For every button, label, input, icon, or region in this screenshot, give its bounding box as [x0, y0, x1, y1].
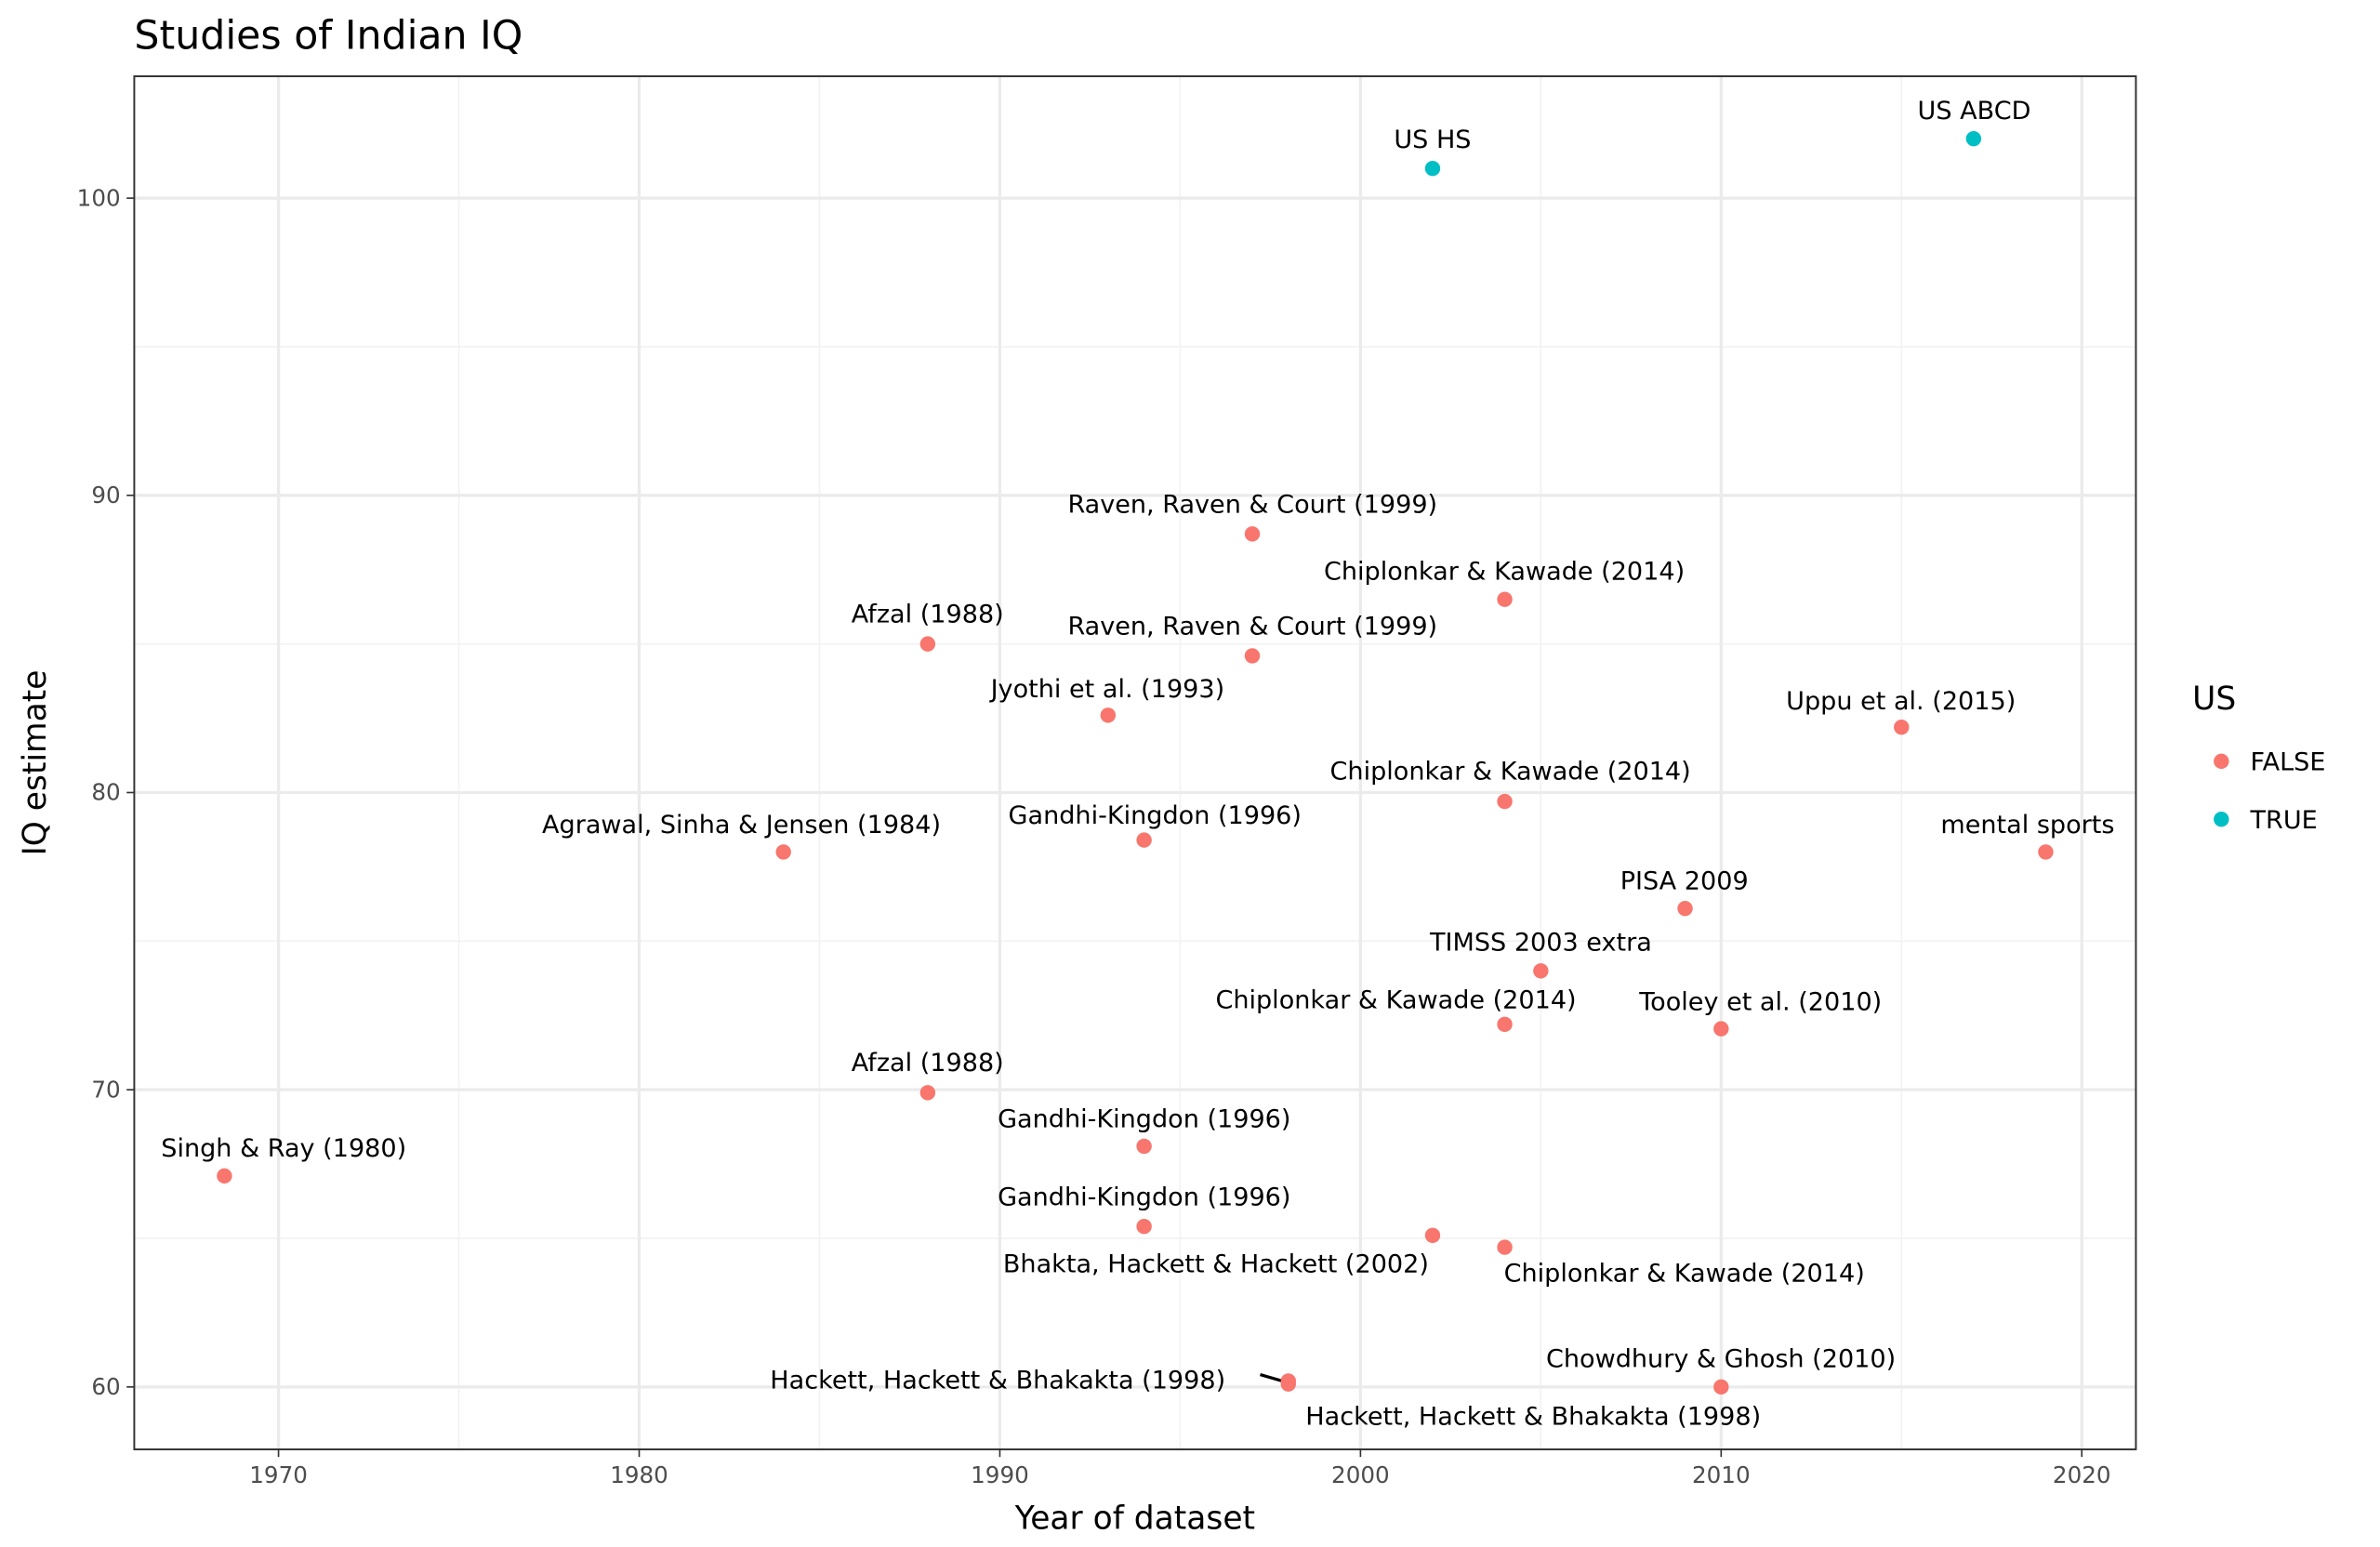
data-point — [1136, 832, 1152, 848]
point-label: Chiplonkar & Kawade (2014) — [1324, 558, 1685, 587]
legend: US FALSE TRUE — [2192, 681, 2325, 835]
data-point — [775, 844, 791, 860]
data-point — [1677, 900, 1693, 917]
point-label: Jyothi et al. (1993) — [989, 675, 1225, 704]
point-label: Agrawal, Sinha & Jensen (1984) — [542, 811, 941, 840]
data-point — [1713, 1021, 1729, 1037]
label-connector — [1260, 1372, 1283, 1383]
x-tick-label: 1990 — [971, 1461, 1029, 1488]
data-point — [1497, 591, 1513, 607]
chart-title: Studies of Indian IQ — [134, 13, 522, 60]
point-label: Raven, Raven & Court (1999) — [1067, 490, 1437, 519]
point-label: US HS — [1394, 126, 1471, 154]
point-label: Afzal (1988) — [852, 1049, 1004, 1078]
point-label: Chiplonkar & Kawade (2014) — [1504, 1259, 1865, 1288]
x-tick-label: 2020 — [2053, 1461, 2111, 1488]
data-point — [1136, 1219, 1152, 1235]
x-tick-label: 2000 — [1331, 1461, 1390, 1488]
legend-title: US — [2192, 681, 2236, 718]
legend-key-true — [2214, 812, 2229, 827]
data-point — [1136, 1138, 1152, 1155]
legend-label-false: FALSE — [2251, 748, 2326, 777]
data-point — [2038, 844, 2054, 860]
data-point — [217, 1168, 232, 1184]
point-label: Chowdhury & Ghosh (2010) — [1546, 1344, 1896, 1373]
y-tick-label: 70 — [91, 1076, 120, 1103]
y-tick-label: 100 — [77, 184, 121, 211]
point-label: PISA 2009 — [1620, 867, 1749, 896]
data-point — [1533, 963, 1549, 979]
point-label: Chiplonkar & Kawade (2014) — [1330, 758, 1691, 787]
y-tick-label: 80 — [91, 779, 120, 806]
point-label: TIMSS 2003 extra — [1429, 928, 1652, 957]
data-point — [1713, 1379, 1729, 1395]
x-tick-label: 1980 — [610, 1461, 668, 1488]
data-point — [1100, 707, 1117, 723]
data-point — [1965, 130, 1982, 147]
point-label: Hackett, Hackett & Bhakakta (1998) — [770, 1366, 1225, 1395]
y-tick-label: 90 — [91, 482, 120, 509]
data-point — [1894, 719, 1910, 735]
point-label: Gandhi-Kingdon (1996) — [1009, 801, 1302, 830]
point-label: Gandhi-Kingdon (1996) — [998, 1105, 1290, 1134]
y-axis-label: IQ estimate — [17, 670, 54, 856]
data-point — [919, 1085, 936, 1101]
point-label: Bhakta, Hackett & Hackett (2002) — [1003, 1250, 1429, 1279]
point-label: Raven, Raven & Court (1999) — [1067, 613, 1437, 641]
data-point — [1497, 1239, 1513, 1255]
data-point — [1497, 793, 1513, 810]
panel-border — [133, 75, 2137, 1450]
legend-key-false — [2214, 753, 2229, 770]
x-tick-label: 2010 — [1692, 1461, 1751, 1488]
x-axis-label: Year of dataset — [1014, 1500, 1255, 1537]
point-label: Tooley et al. (2010) — [1638, 987, 1882, 1016]
data-point — [1280, 1376, 1296, 1392]
point-label: Uppu et al. (2015) — [1786, 687, 2016, 716]
plot-panel: 1970 1980 1990 2000 2010 2020 60 70 80 90 100 Singh… — [77, 75, 2137, 1488]
point-label: mental sports — [1940, 811, 2114, 840]
point-label: Singh & Ray (1980) — [161, 1134, 406, 1163]
legend-label-true: TRUE — [2250, 806, 2318, 835]
point-label: Gandhi-Kingdon (1996) — [998, 1183, 1290, 1211]
data-point — [919, 636, 936, 652]
x-tick-label: 1970 — [249, 1461, 308, 1488]
point-label: Afzal (1988) — [852, 601, 1004, 629]
data-point — [1497, 1016, 1513, 1033]
data-point — [1244, 648, 1261, 664]
data-point — [1424, 1227, 1441, 1244]
data-point — [1244, 526, 1261, 542]
point-label: Hackett, Hackett & Bhakakta (1998) — [1305, 1403, 1761, 1432]
point-label: Chiplonkar & Kawade (2014) — [1215, 986, 1576, 1015]
data-point — [1424, 160, 1441, 177]
y-tick-label: 60 — [91, 1373, 120, 1400]
point-label: US ABCD — [1918, 97, 2031, 126]
